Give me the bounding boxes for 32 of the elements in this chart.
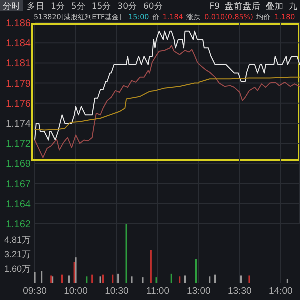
- text: 5分: [71, 1, 86, 12]
- text: F9: [210, 2, 220, 12]
- y-tick-label: 1.181: [6, 58, 32, 70]
- y-tick-label: 1.162: [6, 220, 32, 230]
- y-tick-label: 1.167: [6, 179, 32, 190]
- x-tick-label: 13:30: [228, 286, 252, 297]
- x-tick-label: 10:30: [105, 286, 129, 297]
- y-tick-label: 3.21万: [4, 249, 31, 260]
- y-tick-label: 1.169: [6, 159, 32, 170]
- y-tick-label: 1.186: [6, 18, 32, 30]
- x-tick-label: 14:00: [269, 286, 293, 297]
- y-tick-label: 1.179: [6, 78, 32, 90]
- x-tick-label: 13:00: [187, 286, 211, 297]
- y-tick-label: 1.164: [6, 199, 32, 210]
- text: 60分: [144, 1, 164, 12]
- y-tick-label: 1.172: [6, 139, 32, 150]
- text: 30分: [118, 1, 138, 12]
- y-tick-label: 1.60万: [4, 264, 31, 274]
- x-tick-label: 11:00: [146, 286, 170, 297]
- text: 分时: [3, 1, 21, 12]
- y-tick-label: 4.81万: [4, 234, 31, 245]
- text: 1分: [51, 1, 66, 12]
- text: 多日: [27, 1, 45, 12]
- x-tick-label: 10:00: [64, 286, 88, 297]
- text: 九: [289, 1, 298, 12]
- text: 叠加: [266, 1, 284, 12]
- y-tick-label: 1.176: [6, 98, 32, 110]
- text: 15分: [92, 1, 112, 12]
- x-tick-label: 09:30: [23, 286, 47, 297]
- y-tick-label: 1.174: [6, 119, 32, 130]
- text: 盘前盘后: [225, 1, 261, 12]
- y-tick-label: 1.184: [6, 38, 32, 50]
